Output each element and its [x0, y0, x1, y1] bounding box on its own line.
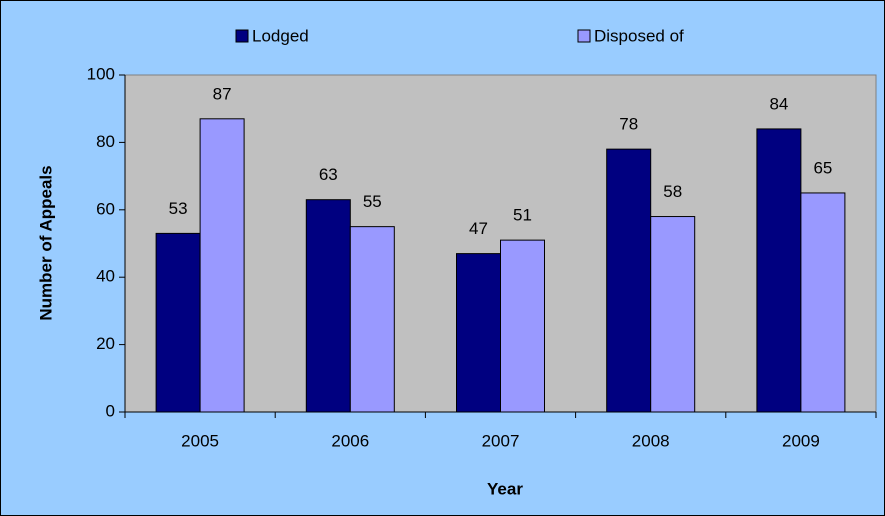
y-tick-label: 20 — [96, 334, 115, 353]
data-label: 84 — [769, 94, 788, 113]
legend-swatch — [577, 29, 591, 43]
data-label: 51 — [513, 206, 532, 225]
legend-label: Disposed of — [594, 26, 684, 45]
x-tick-label: 2009 — [782, 431, 820, 450]
data-label: 47 — [469, 219, 488, 238]
y-tick-label: 60 — [96, 199, 115, 218]
bar — [349, 226, 395, 413]
y-tick-label: 0 — [106, 401, 115, 420]
data-label: 65 — [813, 158, 832, 177]
data-label: 63 — [319, 165, 338, 184]
y-axis-label: Number of Appeals — [36, 165, 55, 320]
data-label: 87 — [213, 84, 232, 103]
bar — [456, 253, 501, 413]
bar — [500, 239, 545, 413]
bar — [199, 118, 245, 413]
data-label: 78 — [619, 115, 638, 134]
bar — [650, 216, 696, 413]
bar — [606, 148, 652, 413]
bar — [305, 199, 351, 413]
data-label: 53 — [169, 199, 188, 218]
x-axis-label: Year — [487, 479, 523, 498]
x-tick-label: 2006 — [331, 431, 369, 450]
y-tick-label: 40 — [96, 267, 115, 286]
legend-label: Lodged — [252, 26, 309, 45]
bar — [756, 128, 802, 413]
x-tick-label: 2008 — [632, 431, 670, 450]
x-tick-label: 2005 — [181, 431, 219, 450]
bar — [155, 232, 201, 413]
y-tick-label: 80 — [96, 132, 115, 151]
bar — [800, 192, 846, 413]
data-label: 58 — [663, 182, 682, 201]
data-label: 55 — [363, 192, 382, 211]
legend-swatch — [235, 29, 249, 43]
y-tick-label: 100 — [87, 64, 115, 83]
x-tick-label: 2007 — [482, 431, 520, 450]
